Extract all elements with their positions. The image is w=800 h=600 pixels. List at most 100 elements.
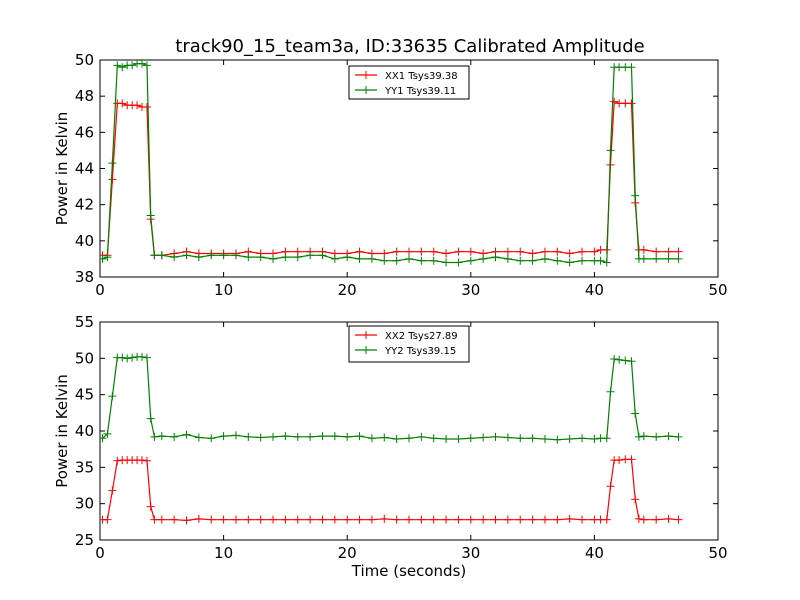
data-point [123, 354, 132, 363]
data-point [244, 253, 253, 262]
data-point [627, 455, 636, 464]
data-point [602, 258, 611, 267]
data-point [343, 515, 352, 524]
data-point [652, 432, 661, 441]
legend-swatch-marker [362, 71, 370, 79]
data-point [516, 434, 525, 443]
y-tick-label: 45 [75, 386, 94, 404]
data-point [664, 254, 673, 263]
data-point [113, 61, 122, 70]
data-point [503, 254, 512, 263]
data-point [318, 251, 327, 260]
data-point [150, 251, 159, 260]
data-point [256, 515, 265, 524]
data-point [503, 247, 512, 256]
data-point [674, 247, 683, 256]
data-point [380, 514, 389, 523]
data-point [128, 61, 137, 70]
data-point [627, 63, 636, 72]
data-point [170, 515, 179, 524]
data-point [367, 254, 376, 263]
series-2 [100, 60, 683, 267]
data-point [405, 247, 413, 256]
data-point [108, 486, 117, 495]
data-point [207, 434, 216, 443]
data-point [355, 247, 364, 256]
data-point [565, 258, 574, 267]
x-tick-label: 50 [708, 544, 727, 562]
data-point [103, 429, 112, 438]
data-point [146, 211, 155, 220]
bottom-plot: 0 10 20 30 40 50 25 30 35 40 45 50 55 Power in Kelvin… [53, 313, 728, 580]
data-point [128, 353, 137, 362]
data-point [442, 434, 451, 443]
data-point [652, 515, 661, 524]
data-point [306, 251, 315, 260]
legend-label: YY2 Tsys39.15 [384, 346, 456, 357]
data-point [244, 432, 253, 441]
legend-label: XX2 Tsys27.89 [385, 331, 458, 342]
data-point [219, 432, 228, 441]
data-point [466, 256, 475, 265]
data-point [639, 254, 648, 263]
x-tick-label: 20 [338, 544, 357, 562]
data-point [405, 515, 413, 524]
data-point [367, 434, 376, 443]
data-point [596, 256, 605, 265]
data-point [565, 249, 574, 258]
data-point [231, 251, 240, 260]
data-point [553, 435, 562, 444]
data-point [170, 432, 179, 441]
data-point [442, 258, 451, 267]
data-point [610, 97, 619, 106]
data-point [405, 254, 413, 263]
data-point [103, 253, 112, 262]
data-point [392, 247, 401, 256]
data-point [281, 432, 290, 441]
data-point [516, 515, 525, 524]
data-point [142, 103, 151, 112]
x-tick-label: 10 [214, 544, 233, 562]
data-point [429, 256, 438, 265]
data-point [590, 434, 599, 443]
legend-box [348, 325, 470, 363]
data-point [330, 515, 339, 524]
data-point [429, 434, 438, 443]
x-tick-label: 10 [214, 281, 233, 299]
data-point [118, 63, 127, 72]
chart-title: track90_15_team3a, ID:33635 Calibrated A… [175, 36, 644, 57]
x-axis-label: Time (seconds) [351, 562, 467, 580]
data-point [244, 515, 253, 524]
data-point [578, 434, 587, 443]
data-point [528, 515, 537, 524]
y-tick-label: 55 [75, 313, 94, 331]
data-point [615, 355, 624, 364]
data-point [631, 495, 640, 504]
legend: XX1 Tsys39.38 YY1 Tsys39.11 [348, 65, 470, 100]
data-point [380, 256, 389, 265]
y-tick-label: 30 [75, 495, 94, 513]
data-point [170, 253, 179, 262]
data-point [256, 253, 265, 262]
data-point [118, 99, 127, 108]
data-point [417, 515, 426, 524]
data-point [528, 434, 537, 443]
data-point [466, 515, 475, 524]
data-point [231, 431, 240, 440]
data-point [610, 355, 619, 364]
legend-label: XX1 Tsys39.38 [385, 71, 458, 82]
data-point [652, 247, 661, 256]
data-point [256, 433, 265, 442]
data-point [634, 514, 643, 523]
data-point [503, 515, 512, 524]
data-point [491, 253, 500, 262]
data-point [479, 433, 488, 442]
data-point [565, 514, 574, 523]
data-point [108, 392, 117, 401]
data-point [182, 430, 191, 439]
data-point [491, 432, 500, 441]
y-tick-label: 48 [75, 87, 94, 105]
data-point [142, 353, 151, 362]
data-point [621, 356, 630, 365]
x-tick-label: 0 [95, 544, 105, 562]
